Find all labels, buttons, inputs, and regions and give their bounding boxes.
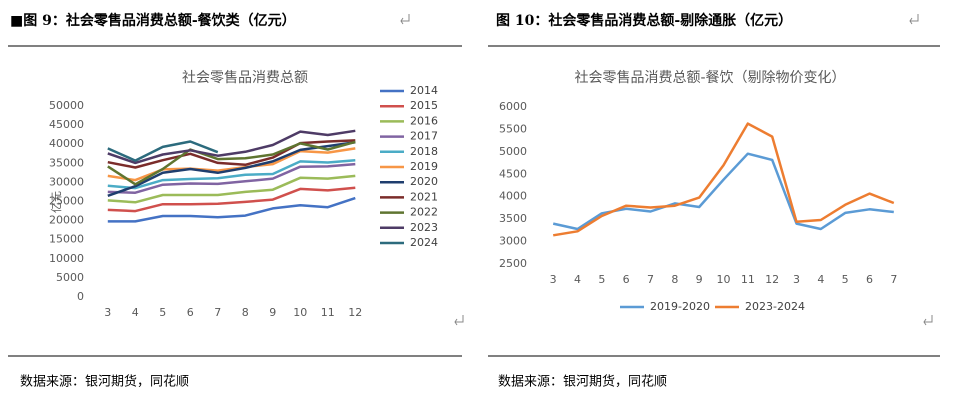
x-tick-label: 9 [696, 273, 703, 286]
x-tick-label: 11 [741, 273, 755, 286]
legend-label: 2020 [410, 175, 438, 188]
y-tick-label: 30000 [49, 175, 84, 188]
series-line [107, 139, 356, 169]
x-tick-label: 4 [574, 273, 581, 286]
layout [8, 45, 940, 357]
x-tick-label: 4 [817, 273, 824, 286]
chart-title: 社会零售品消费总额 [182, 70, 308, 86]
y-tick-label: 45000 [49, 118, 84, 131]
x-tick-label: 7 [890, 273, 897, 286]
legend-label: 2023 [410, 221, 438, 234]
y-tick-label: 25000 [49, 195, 84, 208]
figure-caption: 图 10：社会零售品消费总额-剔除通胀（亿元） [496, 12, 792, 29]
y-tick-label: 3000 [499, 235, 527, 248]
legend-label: 2016 [410, 114, 438, 127]
series-line [107, 141, 356, 197]
x-tick-label: 6 [187, 306, 194, 319]
y-tick-label: 5500 [499, 122, 527, 135]
series-line [107, 186, 356, 213]
y-tick-label: 0 [77, 290, 84, 303]
x-tick-label: 6 [866, 273, 873, 286]
x-tick-label: 9 [269, 306, 276, 319]
y-tick-label: 20000 [49, 214, 84, 227]
x-tick-label: 8 [242, 306, 249, 319]
x-tick-label: 5 [598, 273, 605, 286]
y-tick-label: 35000 [49, 156, 84, 169]
series-line [107, 129, 356, 165]
paragraph-marks [400, 14, 933, 326]
x-tick-label: 12 [765, 273, 779, 286]
legend-label: 2015 [410, 99, 438, 112]
y-tick-label: 15000 [49, 233, 84, 246]
series-line [552, 122, 895, 237]
x-tick-label: 3 [793, 273, 800, 286]
x-tick-label: 7 [647, 273, 654, 286]
figure-source: 数据来源：银河期货，同花顺 [498, 374, 667, 390]
y-tick-label: 4500 [499, 167, 527, 180]
legend-label: 2014 [410, 84, 438, 97]
y-tick-label: 10000 [49, 252, 84, 265]
legend-label: 2023-2024 [745, 300, 805, 313]
series-line [107, 196, 356, 223]
x-tick-label: 10 [293, 306, 307, 319]
legend-label: 2022 [410, 206, 438, 219]
figure-caption: ■图 9：社会零售品消费总额-餐饮类（亿元） [10, 12, 296, 29]
x-tick-label: 11 [321, 306, 335, 319]
legend-label: 2021 [410, 190, 438, 203]
legend-label: 2017 [410, 130, 438, 143]
y-tick-label: 50000 [49, 99, 84, 112]
series-line [107, 158, 356, 190]
y-tick-label: 5000 [56, 271, 84, 284]
y-tick-label: 6000 [499, 100, 527, 113]
x-tick-label: 6 [623, 273, 630, 286]
y-tick-label: 3500 [499, 212, 527, 225]
figure-source: 数据来源：银河期货，同花顺 [20, 374, 189, 390]
series-line [107, 140, 219, 162]
legend-label: 2024 [410, 236, 438, 249]
chart-title: 社会零售品消费总额-餐饮（剔除物价变化） [574, 70, 845, 86]
x-tick-label: 5 [842, 273, 849, 286]
legend-label: 2019 [410, 160, 438, 173]
y-axis-label: 亿元 [50, 191, 63, 213]
series-line [107, 147, 356, 182]
legend-label: 2018 [410, 145, 438, 158]
legend-label: 2019-2020 [650, 300, 710, 313]
x-tick-label: 3 [550, 273, 557, 286]
x-tick-label: 8 [671, 273, 678, 286]
x-tick-label: 10 [717, 273, 731, 286]
x-tick-label: 12 [348, 306, 362, 319]
y-tick-label: 5000 [499, 145, 527, 158]
x-tick-label: 4 [132, 306, 139, 319]
y-tick-label: 4000 [499, 190, 527, 203]
series-line [107, 140, 356, 186]
series-line [107, 162, 356, 194]
y-tick-label: 2500 [499, 257, 527, 270]
y-tick-label: 40000 [49, 137, 84, 150]
x-tick-label: 5 [159, 306, 166, 319]
x-tick-label: 7 [214, 306, 221, 319]
x-tick-label: 3 [104, 306, 111, 319]
series-line [107, 174, 356, 204]
